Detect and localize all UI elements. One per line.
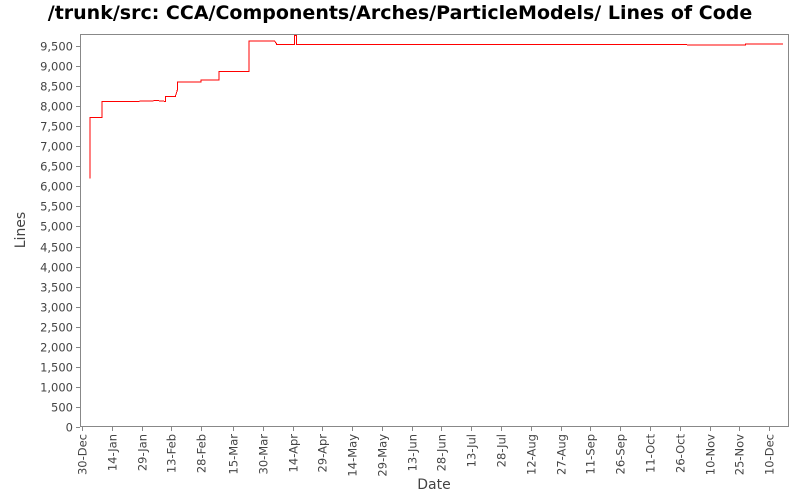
x-tick-label: 26-Oct: [674, 434, 688, 473]
x-tick-label: 13-Jul: [465, 434, 479, 467]
y-tick-label: 7,500: [40, 120, 73, 134]
y-tick-label: 8,500: [40, 80, 73, 94]
y-tick-label: 2,500: [40, 321, 73, 335]
y-axis: 0 500 1,000 1,500 2,000 2,500 3,000 3,500 4,000 4…: [40, 40, 80, 435]
y-tick-label: 7,000: [40, 140, 73, 154]
x-tick-label: 10-Nov: [704, 434, 718, 475]
x-tick-label: 30-Dec: [76, 434, 90, 475]
y-tick-label: 6,000: [40, 180, 73, 194]
x-tick-label: 14-Jan: [106, 434, 120, 471]
y-tick-label: 2,000: [40, 341, 73, 355]
y-tick-label: 500: [51, 401, 73, 415]
x-tick-label: 29-May: [376, 434, 390, 477]
x-tick-label: 12-Aug: [525, 434, 539, 475]
y-tick-label: 8,000: [40, 100, 73, 114]
x-tick-label: 26-Sep: [614, 434, 628, 474]
x-tick-label: 11-Sep: [584, 434, 598, 474]
x-tick-label: 29-Jan: [136, 434, 150, 471]
x-axis-title: Date: [417, 477, 450, 493]
x-tick-label: 11-Oct: [644, 434, 658, 473]
x-axis: 30-Dec 14-Jan 29-Jan 13-Feb 28-Feb 15-Mar 30-M…: [76, 427, 777, 477]
y-tick-label: 9,000: [40, 60, 73, 74]
y-tick-label: 4,000: [40, 261, 73, 275]
y-tick-label: 3,000: [40, 301, 73, 315]
y-tick-label: 5,500: [40, 200, 73, 214]
plot-area: [80, 34, 789, 427]
x-tick-label: 29-Apr: [316, 434, 330, 473]
y-tick-label: 0: [66, 421, 73, 435]
x-tick-label: 28-Feb: [195, 434, 209, 473]
y-tick-label: 3,500: [40, 281, 73, 295]
y-tick-label: 9,500: [40, 40, 73, 54]
x-tick-label: 25-Nov: [733, 434, 747, 475]
x-tick-label: 13-Feb: [165, 434, 179, 473]
x-tick-label: 28-Jun: [435, 434, 449, 471]
series-line-lines-of-code: [89, 35, 783, 179]
x-tick-label: 14-Apr: [287, 434, 301, 473]
y-tick-label: 6,500: [40, 160, 73, 174]
y-tick-label: 1,500: [40, 361, 73, 375]
x-tick-label: 27-Aug: [555, 434, 569, 475]
y-tick-label: 4,500: [40, 241, 73, 255]
x-tick-label: 30-Mar: [257, 434, 271, 475]
x-tick-label: 15-Mar: [227, 434, 241, 475]
y-axis-title: Lines: [13, 212, 29, 248]
x-tick-label: 14-May: [346, 434, 360, 477]
x-tick-label: 10-Dec: [763, 434, 777, 475]
chart-title: /trunk/src: CCA/Components/Arches/Partic…: [47, 2, 753, 24]
x-tick-label: 13-Jun: [406, 434, 420, 471]
y-tick-label: 1,000: [40, 381, 73, 395]
x-tick-label: 28-Jul: [495, 434, 509, 467]
y-tick-label: 5,000: [40, 220, 73, 234]
